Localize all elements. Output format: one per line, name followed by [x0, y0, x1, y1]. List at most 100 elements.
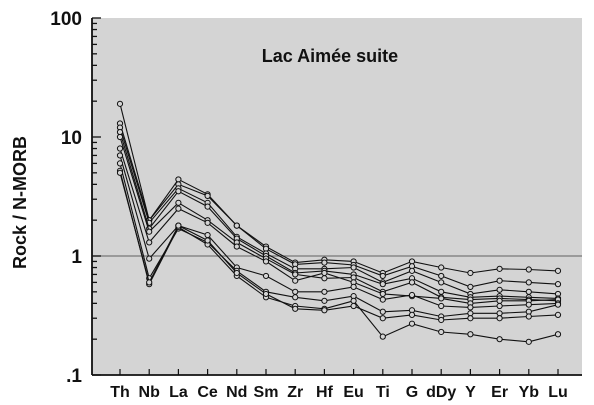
data-point	[116, 152, 124, 159]
data-point	[438, 288, 445, 295]
data-point	[467, 269, 474, 277]
data-point	[262, 258, 270, 265]
x-tick-label: Nb	[139, 384, 161, 401]
data-point	[379, 281, 386, 288]
data-point	[525, 279, 532, 286]
data-point	[554, 301, 562, 308]
data-point	[379, 308, 386, 315]
x-tick-label: Zr	[287, 384, 303, 401]
data-point	[350, 283, 357, 290]
data-point	[175, 205, 182, 212]
y-tick-label: 10	[61, 128, 82, 149]
data-point	[379, 290, 386, 298]
data-point	[175, 199, 182, 206]
data-point	[116, 100, 124, 107]
data-point	[204, 231, 211, 239]
data-point	[350, 297, 357, 304]
data-point	[379, 296, 386, 303]
data-point	[321, 307, 328, 314]
series-line	[119, 170, 559, 343]
data-point	[554, 267, 562, 274]
data-point	[438, 272, 445, 280]
data-point	[350, 302, 357, 310]
data-point	[438, 264, 445, 271]
x-tick-label: Er	[491, 384, 508, 401]
series-line	[119, 155, 559, 308]
data-point	[525, 288, 532, 295]
data-point	[292, 305, 299, 312]
x-tick-label: Ce	[197, 384, 218, 401]
x-tick-label: Lu	[548, 384, 568, 401]
data-point	[146, 279, 153, 286]
data-point	[408, 279, 416, 286]
chart-title: Lac Aimée suite	[262, 46, 398, 66]
data-point	[204, 192, 211, 199]
data-point	[292, 271, 299, 278]
data-point	[438, 302, 445, 310]
series-line	[119, 148, 559, 304]
data-point	[467, 304, 474, 311]
y-axis-label: Rock / N-MORB	[10, 136, 30, 269]
series-line	[119, 131, 559, 299]
data-point	[467, 283, 474, 290]
data-point	[204, 219, 211, 226]
data-point	[525, 313, 532, 320]
x-tick-label: Hf	[316, 384, 334, 401]
data-point	[554, 281, 562, 288]
x-tick-label: Ti	[376, 384, 390, 401]
series-line	[119, 123, 559, 288]
data-point	[496, 302, 503, 310]
data-point	[350, 274, 357, 281]
data-point	[146, 239, 153, 246]
data-point	[467, 331, 474, 338]
data-point	[525, 266, 532, 273]
x-tick-label: Th	[110, 384, 130, 401]
data-point	[262, 290, 270, 298]
data-point	[379, 272, 386, 280]
data-point	[116, 169, 124, 176]
data-point	[146, 255, 153, 262]
data-point	[321, 297, 328, 304]
data-point	[204, 237, 211, 244]
data-point	[496, 315, 503, 322]
data-point	[321, 275, 328, 282]
data-point	[116, 160, 124, 167]
data-point	[467, 310, 474, 317]
data-point	[146, 228, 153, 235]
data-point	[496, 297, 503, 304]
data-point	[233, 222, 240, 229]
data-point	[438, 295, 445, 302]
data-point	[204, 203, 211, 210]
x-tick-label: dDy	[426, 384, 456, 401]
data-point	[408, 320, 416, 327]
y-tick-label: 1	[71, 247, 82, 268]
x-tick-label: Eu	[343, 384, 363, 401]
data-point	[233, 269, 240, 277]
data-point	[321, 269, 328, 277]
data-point	[292, 288, 299, 295]
data-point	[496, 336, 503, 343]
x-tick-label: Nd	[226, 384, 247, 401]
data-point	[554, 331, 562, 338]
data-point	[467, 315, 474, 322]
data-point	[496, 310, 503, 317]
data-point	[525, 338, 532, 345]
data-point	[438, 316, 445, 324]
data-point	[175, 188, 182, 195]
series-line	[119, 172, 559, 321]
data-point	[116, 133, 124, 141]
x-tick-label: Sm	[254, 384, 279, 401]
data-point	[233, 243, 240, 250]
series-line	[119, 127, 559, 295]
data-point	[496, 265, 503, 272]
series-line	[119, 103, 559, 274]
data-point	[379, 333, 386, 340]
x-tick-label: Y	[465, 384, 476, 401]
data-point	[116, 145, 124, 152]
data-point	[321, 259, 328, 266]
data-point	[379, 315, 386, 322]
data-point	[292, 277, 299, 284]
data-point	[321, 288, 328, 295]
